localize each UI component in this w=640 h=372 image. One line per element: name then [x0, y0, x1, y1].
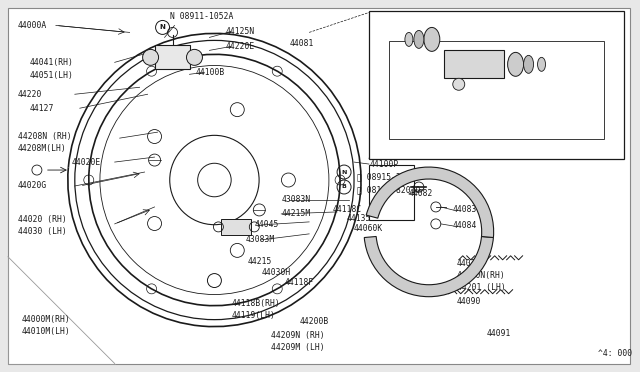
Text: 44200B: 44200B: [299, 317, 328, 326]
Text: 44000M(RH): 44000M(RH): [22, 315, 70, 324]
Ellipse shape: [508, 52, 524, 76]
Text: 44030 (LH): 44030 (LH): [18, 227, 67, 236]
Text: Ⓑ 08130-82010: Ⓑ 08130-82010: [357, 186, 420, 195]
Bar: [369, 165, 414, 220]
Text: ^4: 000: ^4: 000: [598, 349, 632, 358]
Text: 44081: 44081: [289, 39, 314, 48]
Wedge shape: [366, 167, 493, 238]
Text: 44000A: 44000A: [18, 21, 47, 30]
Text: 44208N (RH): 44208N (RH): [18, 132, 72, 141]
Text: 44108: 44108: [534, 100, 558, 109]
Text: 44119(LH): 44119(LH): [232, 311, 275, 320]
Text: Ⓝ 08915-23810: Ⓝ 08915-23810: [357, 173, 420, 182]
Text: 44108: 44108: [419, 121, 444, 130]
Text: 44100P: 44100P: [370, 160, 399, 169]
Text: 44091: 44091: [486, 329, 511, 338]
Text: 44020E: 44020E: [72, 158, 101, 167]
Bar: [389, 41, 604, 139]
Text: B: B: [342, 185, 346, 189]
Text: 44041(RH): 44041(RH): [30, 58, 74, 67]
Circle shape: [143, 49, 159, 65]
Text: 44100B: 44100B: [195, 68, 225, 77]
Text: 44201 (LH): 44201 (LH): [457, 283, 506, 292]
Text: 43083N: 43083N: [281, 195, 310, 205]
Text: 44060K: 44060K: [354, 224, 383, 233]
Text: 44020 (RH): 44020 (RH): [18, 215, 67, 224]
Text: 44118F: 44118F: [284, 278, 314, 287]
Text: 44010M(LH): 44010M(LH): [22, 327, 70, 336]
Text: 44100K: 44100K: [467, 13, 496, 22]
Circle shape: [186, 49, 202, 65]
Text: 44030H: 44030H: [261, 268, 291, 277]
Text: 44125N: 44125N: [225, 27, 255, 36]
Text: 44112: 44112: [391, 82, 415, 91]
Text: 44124: 44124: [547, 36, 571, 45]
Circle shape: [452, 78, 465, 90]
Text: 44112: 44112: [473, 46, 497, 55]
Text: 44020G: 44020G: [18, 182, 47, 190]
Text: 44083: 44083: [452, 205, 477, 214]
Text: 44045: 44045: [254, 220, 278, 230]
Text: 44209M (LH): 44209M (LH): [271, 343, 325, 352]
Text: 44135: 44135: [347, 214, 371, 224]
Text: 44220E: 44220E: [225, 42, 255, 51]
Text: 44090: 44090: [457, 297, 481, 306]
Text: 44215M: 44215M: [281, 209, 310, 218]
Text: 44127: 44127: [30, 104, 54, 113]
Text: 44200N(RH): 44200N(RH): [457, 271, 506, 280]
Bar: [221, 219, 252, 235]
Text: 44084: 44084: [452, 221, 477, 230]
Text: 44128: 44128: [419, 46, 444, 55]
Text: N: N: [159, 25, 166, 31]
Bar: [155, 45, 191, 69]
Text: 44118C: 44118C: [333, 205, 362, 214]
Ellipse shape: [414, 31, 424, 48]
Text: 44082: 44082: [409, 189, 433, 199]
Ellipse shape: [524, 55, 534, 73]
Text: 44027: 44027: [457, 259, 481, 268]
Text: 44215: 44215: [247, 257, 272, 266]
Text: 44118B(RH): 44118B(RH): [232, 299, 280, 308]
Ellipse shape: [538, 57, 545, 71]
Text: 44125: 44125: [451, 60, 475, 69]
Text: N: N: [341, 170, 347, 174]
Wedge shape: [364, 237, 493, 297]
Text: 44208M(LH): 44208M(LH): [18, 144, 67, 153]
Text: 44220: 44220: [18, 90, 42, 99]
Bar: [444, 50, 504, 78]
Text: 43083M: 43083M: [245, 235, 275, 244]
Text: 44209N (RH): 44209N (RH): [271, 331, 325, 340]
Text: 44129: 44129: [394, 32, 419, 41]
Ellipse shape: [405, 32, 413, 46]
Text: 44124: 44124: [384, 96, 408, 105]
Ellipse shape: [424, 28, 440, 51]
Text: N 08911-1052A: N 08911-1052A: [170, 12, 233, 21]
Text: 44051(LH): 44051(LH): [30, 71, 74, 80]
Bar: [369, 12, 624, 159]
